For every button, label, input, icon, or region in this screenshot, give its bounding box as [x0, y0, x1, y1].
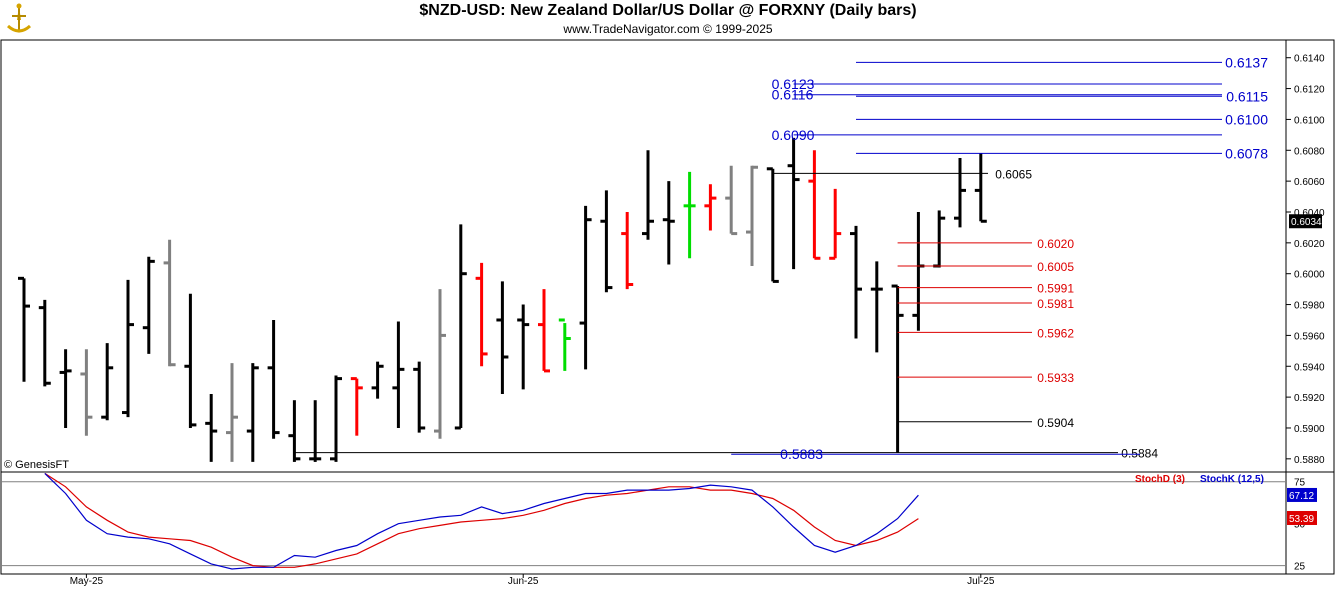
y-tick-label: 0.5960 [1294, 331, 1325, 342]
y-tick-label: 0.5920 [1294, 393, 1325, 404]
y-tick-label: 0.6080 [1294, 146, 1325, 157]
stoch-last-label: 53.39 [1289, 514, 1314, 525]
trade-navigator-logo-icon [6, 3, 32, 33]
y-tick-label: 0.6020 [1294, 239, 1325, 250]
last-price-label: 0.6034 [1291, 217, 1322, 228]
chart-subtitle: www.TradeNavigator.com © 1999-2025 [563, 22, 773, 36]
y-tick-label: 0.5900 [1294, 424, 1325, 435]
price-panel-frame [0, 39, 1287, 473]
y-tick-label: 0.6060 [1294, 177, 1325, 188]
price-level-label: 0.6100 [1225, 111, 1268, 127]
price-level-label: 0.5883 [780, 446, 823, 462]
y-tick-label: 0.5880 [1294, 455, 1325, 466]
price-level-label: 0.6123 [772, 76, 815, 92]
stoch-series-line [44, 472, 919, 568]
watermark: © GenesisFT [4, 459, 69, 471]
price-level-label: 0.5884 [1121, 447, 1158, 461]
last-price-badge [1289, 214, 1322, 229]
price-level-label: 0.6065 [995, 167, 1032, 181]
price-level-label: 0.6115 [1226, 88, 1268, 104]
stoch-k-legend: StochK (12,5) [1200, 474, 1264, 485]
price-level-label: 0.5962 [1037, 326, 1074, 340]
stoch-last-badge [1287, 487, 1317, 502]
chart-title: $NZD-USD: New Zealand Dollar/US Dollar @… [419, 2, 917, 19]
x-tick-label: Jul-25 [967, 576, 995, 587]
stochastic-panel: 75 50 25 53.39 67.12 [1, 472, 1317, 573]
y-tick-label: 0.5980 [1294, 301, 1325, 312]
stoch-y-tick-label: 25 [1294, 562, 1306, 573]
price-level-label: 0.6116 [772, 87, 814, 103]
price-level-label: 0.6137 [1225, 54, 1268, 70]
x-tick-label: May-25 [70, 576, 104, 587]
price-level-label: 0.5991 [1037, 282, 1074, 296]
x-tick-label: Jun-25 [508, 576, 539, 587]
stochastic-panel-frame [0, 471, 1287, 575]
stoch-last-badge [1287, 510, 1317, 525]
stoch-last-label: 67.12 [1289, 491, 1314, 502]
stoch-series-line [44, 472, 919, 570]
x-axis: May-25 Jun-25 Jul-25 [70, 574, 995, 587]
price-level-label: 0.5904 [1037, 416, 1074, 430]
price-level-label: 0.6005 [1037, 260, 1074, 274]
price-level-label: 0.6020 [1037, 237, 1074, 251]
price-level-label: 0.6078 [1225, 145, 1268, 161]
price-level-label: 0.5933 [1037, 371, 1074, 385]
stochastic-axis-frame [1285, 471, 1335, 575]
y-tick-label: 0.6000 [1294, 270, 1325, 281]
price-y-axis: 0.61400.61200.61000.60800.60600.60400.60… [1286, 54, 1325, 466]
price-bars [18, 137, 987, 462]
price-level-label: 0.6090 [772, 127, 815, 143]
y-tick-label: 0.5940 [1294, 362, 1325, 373]
price-level-label: 0.5981 [1037, 297, 1074, 311]
stoch-y-tick-label: 75 [1294, 478, 1306, 489]
y-tick-label: 0.6120 [1294, 85, 1325, 96]
price-axis-frame [1285, 39, 1335, 473]
y-tick-label: 0.6100 [1294, 115, 1325, 126]
stoch-d-legend: StochD (3) [1135, 474, 1185, 485]
stoch-y-tick-label: 50 [1294, 520, 1306, 531]
y-tick-label: 0.6140 [1294, 54, 1325, 65]
y-tick-label: 0.6040 [1294, 208, 1325, 219]
